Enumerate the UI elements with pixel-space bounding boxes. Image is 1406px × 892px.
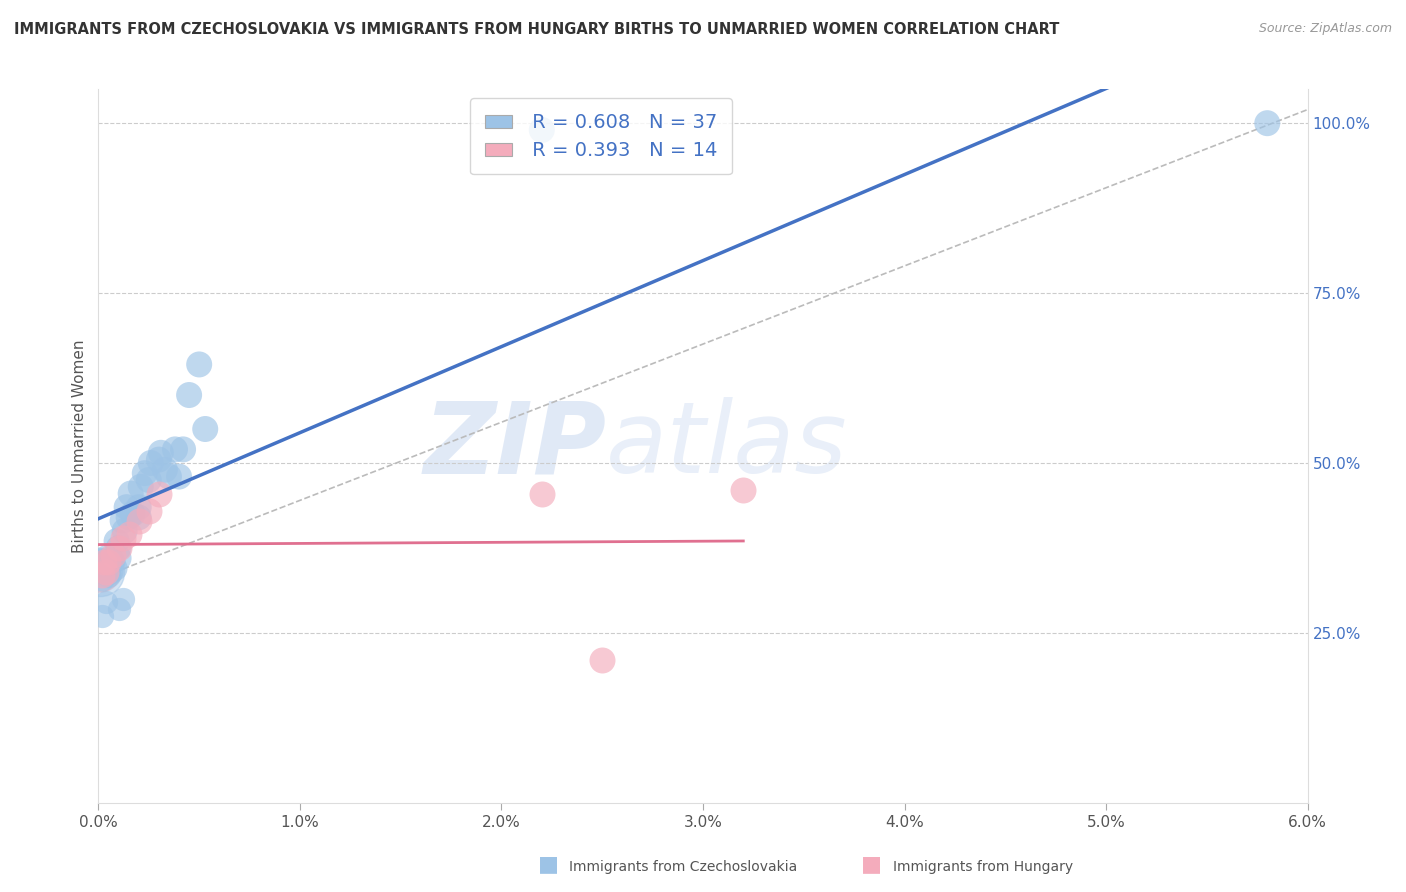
Point <box>107 602 129 616</box>
Text: ■: ■ <box>538 855 558 874</box>
Text: Immigrants from Hungary: Immigrants from Hungary <box>893 860 1073 874</box>
Text: IMMIGRANTS FROM CZECHOSLOVAKIA VS IMMIGRANTS FROM HUNGARY BIRTHS TO UNMARRIED WO: IMMIGRANTS FROM CZECHOSLOVAKIA VS IMMIGR… <box>14 22 1060 37</box>
Point <box>101 555 124 569</box>
Point <box>530 486 553 500</box>
Point <box>114 524 136 538</box>
Point <box>118 527 141 541</box>
Point <box>96 595 118 609</box>
Point <box>530 123 553 137</box>
Point <box>89 565 111 579</box>
Point <box>167 469 190 483</box>
Point <box>93 555 115 569</box>
Point <box>194 422 217 436</box>
Point <box>120 486 142 500</box>
Point <box>149 446 172 460</box>
Point <box>153 463 176 477</box>
Point <box>100 565 122 579</box>
Text: Source: ZipAtlas.com: Source: ZipAtlas.com <box>1258 22 1392 36</box>
Point <box>188 358 211 372</box>
Point <box>139 456 162 470</box>
Point <box>97 555 120 569</box>
Point <box>93 561 115 575</box>
Point <box>138 503 160 517</box>
Text: atlas: atlas <box>606 398 848 494</box>
Point <box>121 507 143 521</box>
Point <box>128 500 150 515</box>
Text: ■: ■ <box>862 855 882 874</box>
Point <box>1256 116 1278 130</box>
Point <box>105 534 128 549</box>
Point <box>96 565 118 579</box>
Text: Immigrants from Czechoslovakia: Immigrants from Czechoslovakia <box>569 860 797 874</box>
Point <box>107 541 129 555</box>
Point <box>172 442 194 457</box>
Point <box>101 548 124 562</box>
Point <box>733 483 755 498</box>
Point <box>91 572 114 586</box>
Point <box>179 388 201 402</box>
Point <box>129 480 152 494</box>
Point <box>103 561 125 575</box>
Point <box>591 653 613 667</box>
Text: ZIP: ZIP <box>423 398 606 494</box>
Point <box>148 452 170 467</box>
Point <box>111 531 134 545</box>
Point <box>96 551 118 566</box>
Point <box>97 568 120 582</box>
Point <box>89 565 111 579</box>
Point <box>91 568 114 582</box>
Point <box>107 551 129 566</box>
Point <box>115 500 138 515</box>
Point <box>118 510 141 524</box>
Legend:  R = 0.608   N = 37,  R = 0.393   N = 14: R = 0.608 N = 37, R = 0.393 N = 14 <box>470 98 733 174</box>
Point <box>163 442 186 457</box>
Y-axis label: Births to Unmarried Women: Births to Unmarried Women <box>72 339 87 553</box>
Point <box>111 514 134 528</box>
Point <box>111 591 134 606</box>
Point <box>138 473 160 487</box>
Point <box>134 466 156 480</box>
Point <box>128 510 150 524</box>
Point <box>107 541 129 555</box>
Point <box>128 514 150 528</box>
Point <box>91 608 114 623</box>
Point <box>148 486 170 500</box>
Point <box>91 555 114 569</box>
Point <box>157 469 180 483</box>
